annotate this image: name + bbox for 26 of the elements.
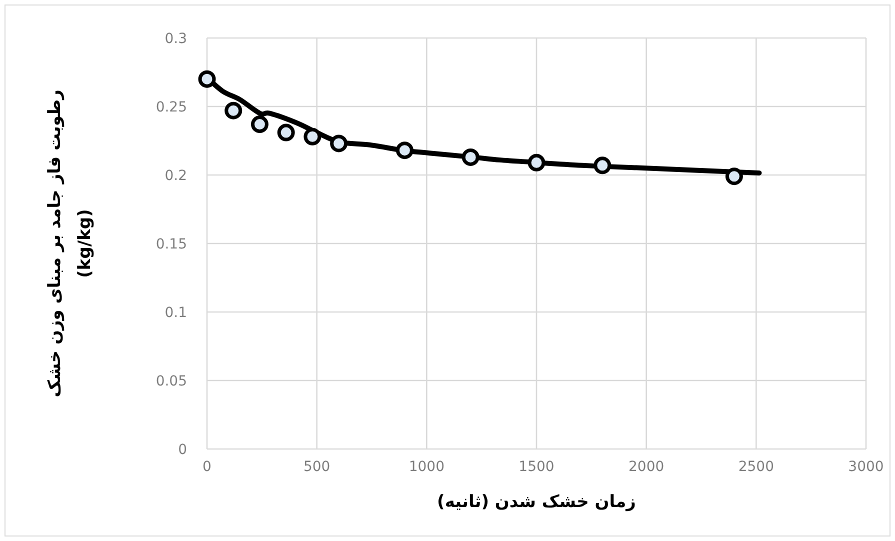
x-tick-label: 2500 <box>738 459 774 475</box>
point <box>725 168 743 186</box>
x-tick-label: 0 <box>202 459 212 475</box>
y-tick-label: 0.15 <box>156 236 187 252</box>
x-tick-label: 1000 <box>408 459 444 475</box>
point <box>594 156 612 174</box>
y-tick-label: 0.3 <box>164 31 187 47</box>
x-tick-label: 500 <box>303 459 330 475</box>
point <box>250 116 268 134</box>
y-tick-label: 0.1 <box>164 305 187 321</box>
x-tick-label: 1500 <box>518 459 554 475</box>
point <box>396 142 414 160</box>
point <box>330 134 348 152</box>
point <box>528 154 546 172</box>
point <box>198 70 216 88</box>
y-tick-label: 0 <box>178 442 187 458</box>
point <box>277 124 295 142</box>
point <box>224 102 242 120</box>
x-axis-title: زمان خشک شدن (ثانیه) <box>437 492 636 512</box>
y-tick-label: 0.25 <box>156 100 187 116</box>
point <box>462 148 480 166</box>
y-tick-label: 0.2 <box>164 168 187 184</box>
x-tick-label: 3000 <box>848 459 884 475</box>
x-tick-label: 2000 <box>628 459 664 475</box>
y-tick-label: 0.05 <box>156 374 187 390</box>
point <box>304 128 322 146</box>
